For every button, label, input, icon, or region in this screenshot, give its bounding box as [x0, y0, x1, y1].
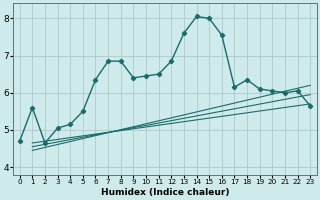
X-axis label: Humidex (Indice chaleur): Humidex (Indice chaleur) [101, 188, 229, 197]
